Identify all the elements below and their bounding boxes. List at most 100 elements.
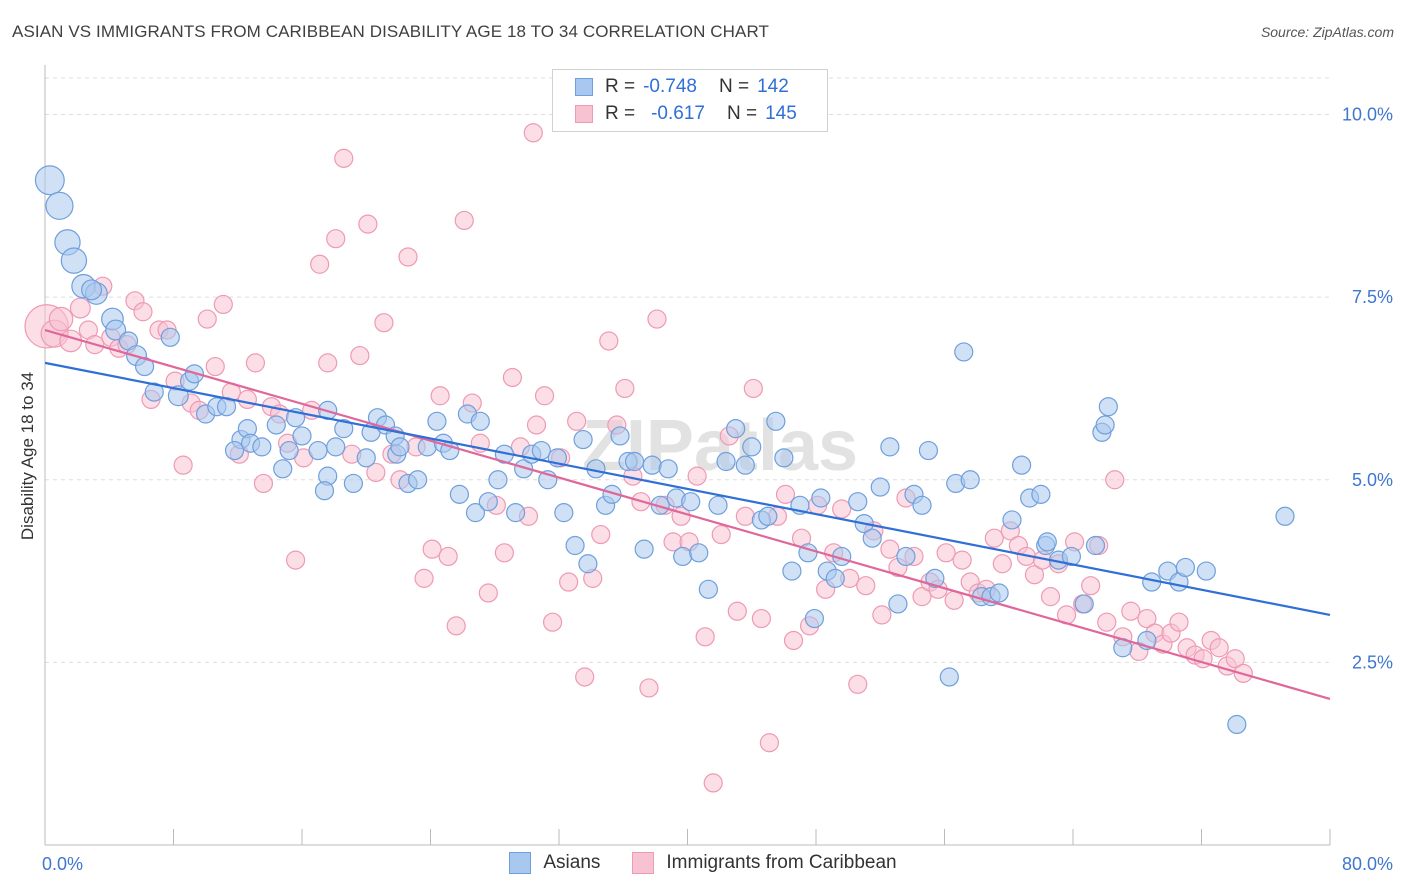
asian-point [774, 448, 794, 468]
caribbean-point [639, 678, 659, 698]
stats-legend: R = -0.748 N = 142 R = -0.617 N = 145 [552, 69, 828, 132]
asian-point [408, 470, 428, 490]
caribbean-point [559, 572, 579, 592]
r-value: -0.617 [651, 103, 705, 124]
caribbean-point [575, 667, 595, 687]
asian-point [925, 568, 945, 588]
asian-point [34, 165, 65, 196]
asian-point [1074, 594, 1094, 614]
asian-point [689, 543, 709, 563]
caribbean-point [944, 590, 964, 610]
asian-point [673, 546, 693, 567]
caribbean-point [775, 484, 796, 504]
asian-legend-swatch [509, 852, 532, 874]
asian-point [578, 554, 598, 574]
asian-point [742, 437, 762, 457]
asian-point [292, 426, 312, 446]
x-tick-label: 0.0% [42, 854, 83, 874]
caribbean-point [1081, 576, 1101, 596]
caribbean-point [237, 389, 257, 410]
asian-point [565, 535, 585, 556]
asian-point [954, 342, 974, 362]
asian-point [478, 492, 498, 512]
caribbean-point [326, 229, 346, 249]
y-axis-label: Disability Age 18 to 34 [18, 372, 37, 540]
asian-point [266, 415, 286, 435]
x-tick-label: 80.0% [1342, 854, 1393, 874]
caribbean-point [245, 353, 266, 373]
asian-point [939, 667, 959, 687]
asian-point [160, 327, 180, 347]
asian-point [1037, 532, 1057, 552]
gridlines [45, 77, 1330, 663]
asian-point [1002, 510, 1022, 530]
asian-point [726, 419, 746, 439]
legend-item-asians[interactable]: Asians [509, 852, 600, 874]
caribbean-point [534, 386, 555, 406]
asian-point [880, 437, 900, 457]
asian-point [554, 503, 574, 523]
caribbean-point [133, 302, 153, 322]
caribbean-trend-line [44, 328, 1331, 700]
asian-point [758, 506, 778, 526]
n-label: N = [726, 103, 758, 124]
caribbean-point [430, 386, 450, 406]
asian-point [918, 440, 939, 461]
asian-point [658, 459, 678, 479]
asian-point [698, 579, 718, 599]
legend-row-caribbean: R = -0.617 N = 145 [575, 103, 797, 125]
asian-point [1275, 506, 1295, 526]
caribbean-point [318, 353, 338, 373]
caribbean-point [992, 554, 1012, 574]
asian-point [1095, 415, 1115, 435]
caribbean-point [1169, 612, 1189, 632]
asian-point [506, 503, 526, 523]
caribbean-point [880, 539, 900, 559]
y-tick-label: 2.5% [1352, 652, 1393, 672]
caribbean-point [1097, 612, 1117, 632]
n-label: N = [718, 76, 750, 97]
caribbean-point [197, 309, 217, 329]
asian-point [708, 495, 728, 515]
legend-item-caribbean[interactable]: Immigrants from Caribbean [632, 852, 897, 874]
caribbean-point [350, 345, 370, 366]
asian-point [825, 568, 845, 588]
caribbean-point [848, 674, 868, 694]
r-value: -0.748 [643, 76, 697, 97]
asian-point [1227, 714, 1247, 735]
asian-point [896, 546, 916, 567]
asian-point [465, 503, 486, 523]
asian-point [1085, 535, 1106, 556]
caribbean-point [374, 313, 394, 333]
caribbean-point [446, 616, 466, 636]
asian-point [252, 437, 272, 457]
caribbean-point [1024, 565, 1045, 585]
caribbean-legend-label: Immigrants from Caribbean [666, 852, 897, 873]
caribbean-point [69, 297, 91, 319]
asian-point [735, 455, 755, 475]
asian-point [634, 539, 654, 559]
asian-point [650, 495, 670, 515]
n-value: 142 [757, 76, 789, 97]
caribbean-point [422, 539, 442, 559]
caribbean-point [912, 587, 932, 607]
caribbean-point [334, 148, 354, 168]
asian-point [862, 528, 882, 548]
caribbean-point [526, 415, 547, 435]
caribbean-point [695, 627, 715, 647]
caribbean-point [59, 329, 83, 353]
asian-point [573, 429, 593, 450]
caribbean-point [523, 123, 543, 143]
asian-point [912, 495, 932, 515]
caribbean-swatch [575, 105, 593, 123]
caribbean-point [438, 546, 458, 567]
caribbean-point [1209, 638, 1229, 658]
asian-point [804, 608, 824, 629]
caribbean-point [1225, 649, 1245, 669]
asian-point [1011, 455, 1032, 475]
caribbean-point [48, 306, 74, 332]
asian-point [81, 279, 103, 301]
series-legend: Asians Immigrants from Caribbean [0, 852, 1406, 874]
caribbean-point [647, 309, 667, 329]
y-tick-label: 7.5% [1352, 287, 1393, 307]
